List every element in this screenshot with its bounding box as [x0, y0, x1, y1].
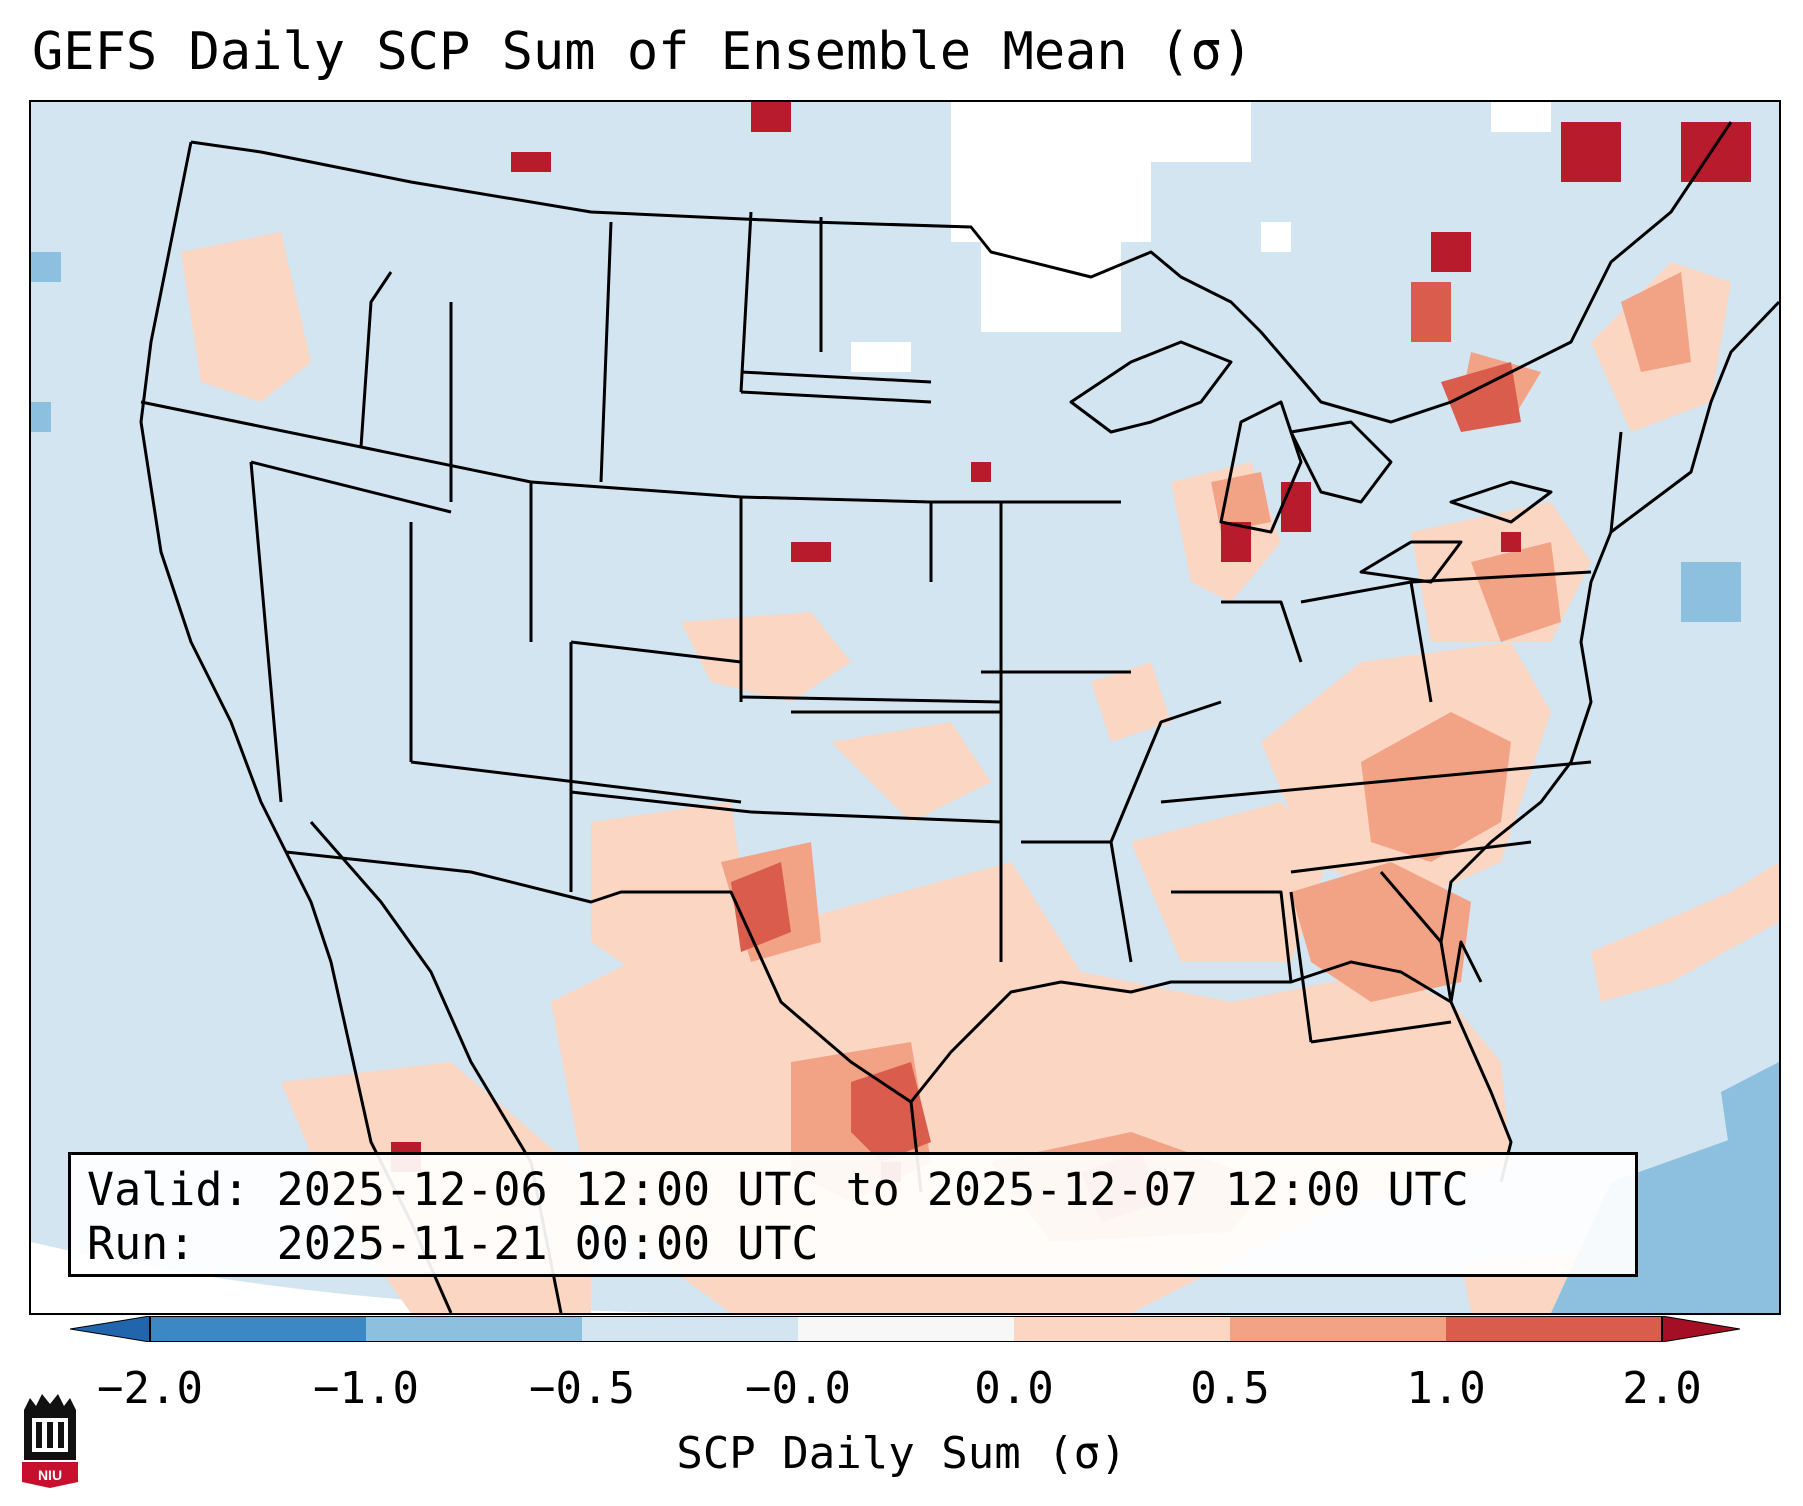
colorbar-extend-low: [70, 1316, 151, 1342]
valid-label: Valid:: [87, 1163, 250, 1216]
logo-text: NIU: [38, 1467, 62, 1483]
colorbar-tick-label: 2.0: [1622, 1363, 1702, 1414]
colorbar-tick-label: 1.0: [1406, 1363, 1486, 1414]
colorbar-tick-label: −1.0: [313, 1363, 419, 1414]
colorbar-tick-label: 0.5: [1190, 1363, 1270, 1414]
colorbar: [70, 1316, 1740, 1342]
run-row: Run: 2025-11-21 00:00 UTC: [87, 1217, 1619, 1271]
scp-map: [31, 102, 1779, 1313]
colorbar-segment: [1446, 1316, 1662, 1342]
colorbar-tick-label: −2.0: [97, 1363, 203, 1414]
neutral-region: [851, 102, 1551, 372]
valid-row: Valid: 2025-12-06 12:00 UTC to 2025-12-0…: [87, 1163, 1619, 1217]
colorbar-label: SCP Daily Sum (σ): [676, 1428, 1127, 1479]
colorbar-segment: [366, 1316, 582, 1342]
colorbar-segment: [582, 1316, 798, 1342]
run-value: 2025-11-21 00:00 UTC: [276, 1217, 819, 1270]
info-box: Valid: 2025-12-06 12:00 UTC to 2025-12-0…: [68, 1152, 1638, 1277]
map-panel: Valid: 2025-12-06 12:00 UTC to 2025-12-0…: [29, 100, 1781, 1315]
political-borders: [139, 121, 1779, 1313]
colorbar-segment: [798, 1316, 1014, 1342]
colorbar-tick-label: 0.0: [974, 1363, 1054, 1414]
colorbar-segment: [1014, 1316, 1230, 1342]
run-label: Run:: [87, 1217, 196, 1270]
colorbar-segment: [1230, 1316, 1446, 1342]
colorbar-tick-label: −0.0: [745, 1363, 851, 1414]
niu-logo-icon: NIU: [22, 1394, 78, 1488]
colorbar-extend-high: [1661, 1316, 1740, 1342]
map-title: GEFS Daily SCP Sum of Ensemble Mean (σ): [32, 22, 1253, 82]
colorbar-outline: [149, 1316, 1663, 1342]
domain-edge-left: [31, 1242, 731, 1313]
colorbar-segment: [150, 1316, 366, 1342]
colorbar-tick-label: −0.5: [529, 1363, 635, 1414]
valid-value: 2025-12-06 12:00 UTC to 2025-12-07 12:00…: [276, 1163, 1469, 1216]
